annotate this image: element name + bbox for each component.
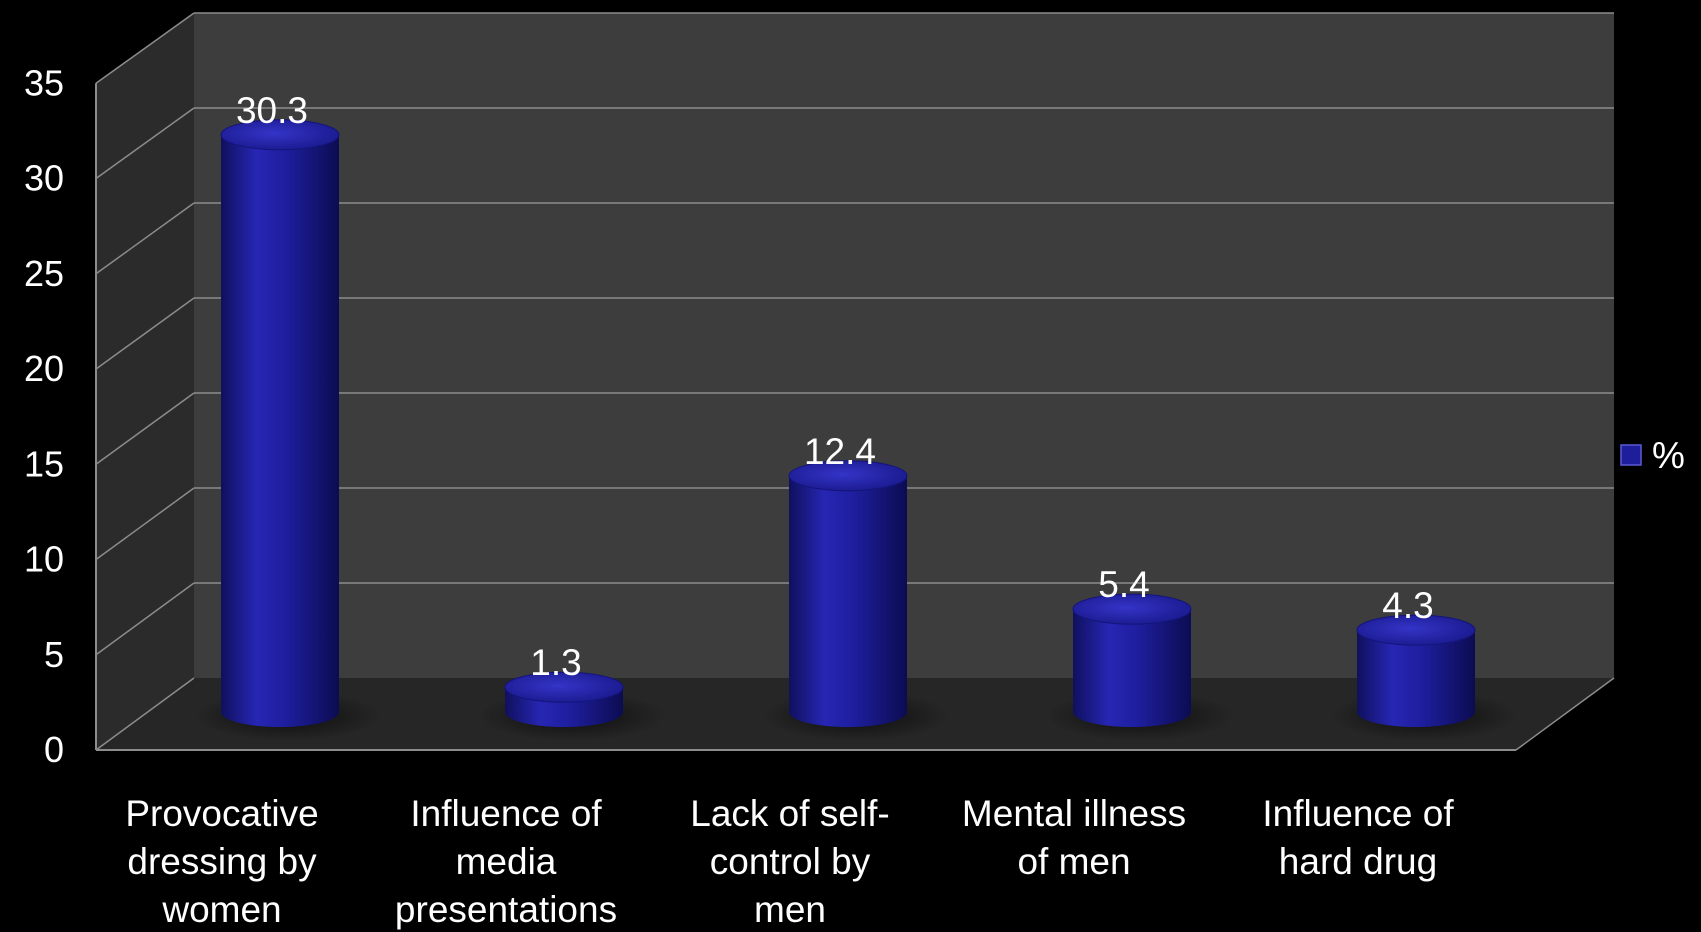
gridline-side — [95, 297, 195, 370]
gridline-side — [95, 677, 195, 751]
y-tick-label: 20 — [24, 348, 64, 389]
bar — [221, 134, 339, 727]
y-tick-label: 30 — [24, 158, 64, 199]
gridline-side — [95, 582, 195, 656]
legend-label: % — [1652, 435, 1685, 476]
y-tick-label: 15 — [24, 443, 64, 484]
category-label: Provocative dressing by women — [125, 793, 318, 930]
y-tick-label: 10 — [24, 539, 64, 580]
y-tick-label: 0 — [44, 729, 64, 770]
gridline-side — [95, 392, 195, 465]
y-tick-label: 35 — [24, 62, 64, 103]
data-label: 4.3 — [1382, 585, 1433, 626]
bar-top — [220, 119, 340, 151]
bar — [789, 475, 907, 727]
bar-top — [1356, 614, 1476, 646]
gridline-side — [95, 202, 195, 275]
data-label: 12.4 — [804, 431, 876, 472]
y-tick-label: 25 — [24, 253, 64, 294]
bar — [1357, 630, 1475, 727]
floor-edge — [1515, 677, 1615, 751]
bar-top — [504, 671, 624, 703]
legend-swatch — [1620, 444, 1642, 466]
data-label: 1.3 — [530, 642, 581, 683]
back-wall — [194, 13, 1614, 678]
bar — [1073, 609, 1191, 727]
category-label: Mental illness of men — [962, 793, 1186, 882]
gridline-side — [95, 12, 195, 84]
bar-top — [1072, 593, 1192, 625]
category-label: Lack of self-control by men — [690, 793, 889, 930]
gridline-side — [95, 487, 195, 561]
category-label: Influence of hard drug — [1262, 793, 1454, 882]
gridline-side — [95, 107, 195, 180]
y-tick-label: 5 — [44, 634, 64, 675]
data-label: 30.3 — [236, 90, 308, 131]
bar-top — [788, 460, 908, 492]
category-label: Influence of media presentations — [395, 793, 617, 930]
side-wall — [96, 13, 194, 750]
data-label: 5.4 — [1098, 564, 1149, 605]
